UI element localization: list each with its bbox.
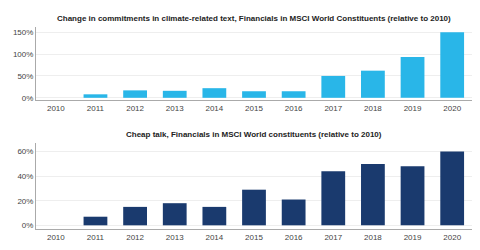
svg-text:2018: 2018 (364, 104, 382, 113)
svg-text:2012: 2012 (126, 104, 144, 113)
svg-text:60%: 60% (17, 147, 33, 156)
svg-text:2016: 2016 (285, 104, 303, 113)
svg-text:2011: 2011 (87, 104, 105, 113)
svg-text:Cheap talk, Financials in MSCI: Cheap talk, Financials in MSCI World con… (126, 130, 382, 139)
svg-text:2020: 2020 (443, 104, 461, 113)
svg-text:2014: 2014 (205, 104, 223, 113)
svg-text:150%: 150% (13, 28, 33, 37)
svg-text:2010: 2010 (47, 233, 65, 242)
svg-text:20%: 20% (17, 197, 33, 206)
svg-text:40%: 40% (17, 172, 33, 181)
svg-text:2020: 2020 (443, 233, 461, 242)
svg-text:0%: 0% (22, 221, 34, 230)
svg-text:2015: 2015 (245, 104, 263, 113)
svg-text:2010: 2010 (47, 104, 65, 113)
svg-text:2012: 2012 (126, 233, 144, 242)
svg-text:2017: 2017 (324, 104, 342, 113)
svg-text:Change in commitments in clima: Change in commitments in climate-related… (57, 14, 451, 23)
svg-text:2019: 2019 (404, 104, 422, 113)
svg-text:2018: 2018 (364, 233, 382, 242)
svg-text:2015: 2015 (245, 233, 263, 242)
svg-text:2019: 2019 (404, 233, 422, 242)
svg-text:50%: 50% (17, 72, 33, 81)
svg-text:0%: 0% (22, 94, 34, 103)
svg-text:100%: 100% (13, 50, 33, 59)
svg-text:2011: 2011 (87, 233, 105, 242)
svg-text:2014: 2014 (205, 233, 223, 242)
svg-text:2013: 2013 (166, 233, 184, 242)
svg-text:2017: 2017 (324, 233, 342, 242)
svg-text:2013: 2013 (166, 104, 184, 113)
svg-text:2016: 2016 (285, 233, 303, 242)
